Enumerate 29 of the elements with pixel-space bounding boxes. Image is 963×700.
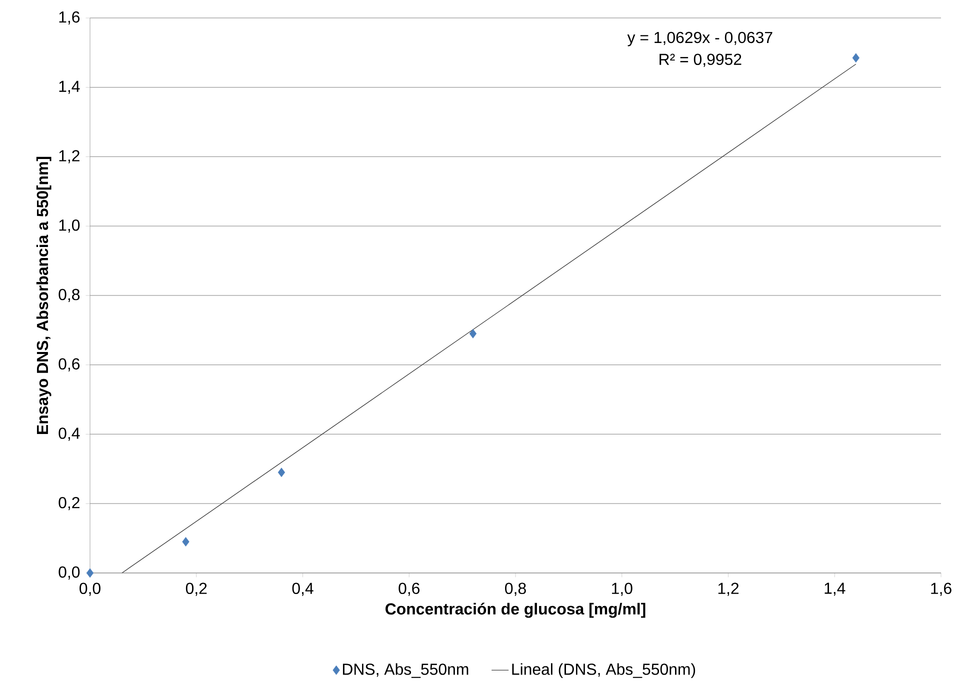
x-tick-label: 1,4 [824, 582, 846, 596]
legend-label: DNS, Abs_550nm [342, 663, 468, 678]
point [278, 468, 286, 478]
point [469, 328, 477, 338]
legend-label: Lineal (DNS, Abs_550nm) [512, 663, 696, 678]
point [852, 53, 860, 63]
x-tick-label: 0,6 [398, 582, 420, 596]
x-tick-label: 0,0 [80, 582, 100, 596]
annotation: y = 1,0629x - 0,0637 [627, 32, 772, 46]
x-tick-label: 1,0 [612, 582, 632, 596]
y-tick-label: 1,0 [59, 220, 80, 233]
point [182, 537, 190, 546]
y-tick-label: 0,6 [58, 358, 80, 372]
y-tick-label: 0,2 [58, 497, 80, 510]
x-tick-label: 1,2 [718, 582, 739, 596]
x-tick-label: 0,8 [505, 582, 526, 596]
point [86, 568, 94, 578]
x-tick-label: 0,4 [292, 582, 314, 596]
y-tick-label: 1,6 [59, 11, 80, 25]
x-axis-title: Concentración de glucosa [mg/ml] [386, 602, 646, 618]
y-axis-title: Ensayo DNS, Absorbancia a 550[nm] [36, 156, 52, 434]
y-tick-label: 0,8 [58, 288, 80, 302]
annotation: R² = 0,9952 [660, 54, 742, 67]
y-tick-label: 0,0 [58, 566, 80, 580]
x-tick-label: 0,2 [186, 582, 207, 596]
y-tick-label: 0,4 [58, 428, 80, 441]
y-tick-label: 1,2 [59, 150, 80, 164]
y-tick-label: 1,4 [59, 80, 80, 94]
x-tick-label: 1,6 [931, 582, 952, 596]
